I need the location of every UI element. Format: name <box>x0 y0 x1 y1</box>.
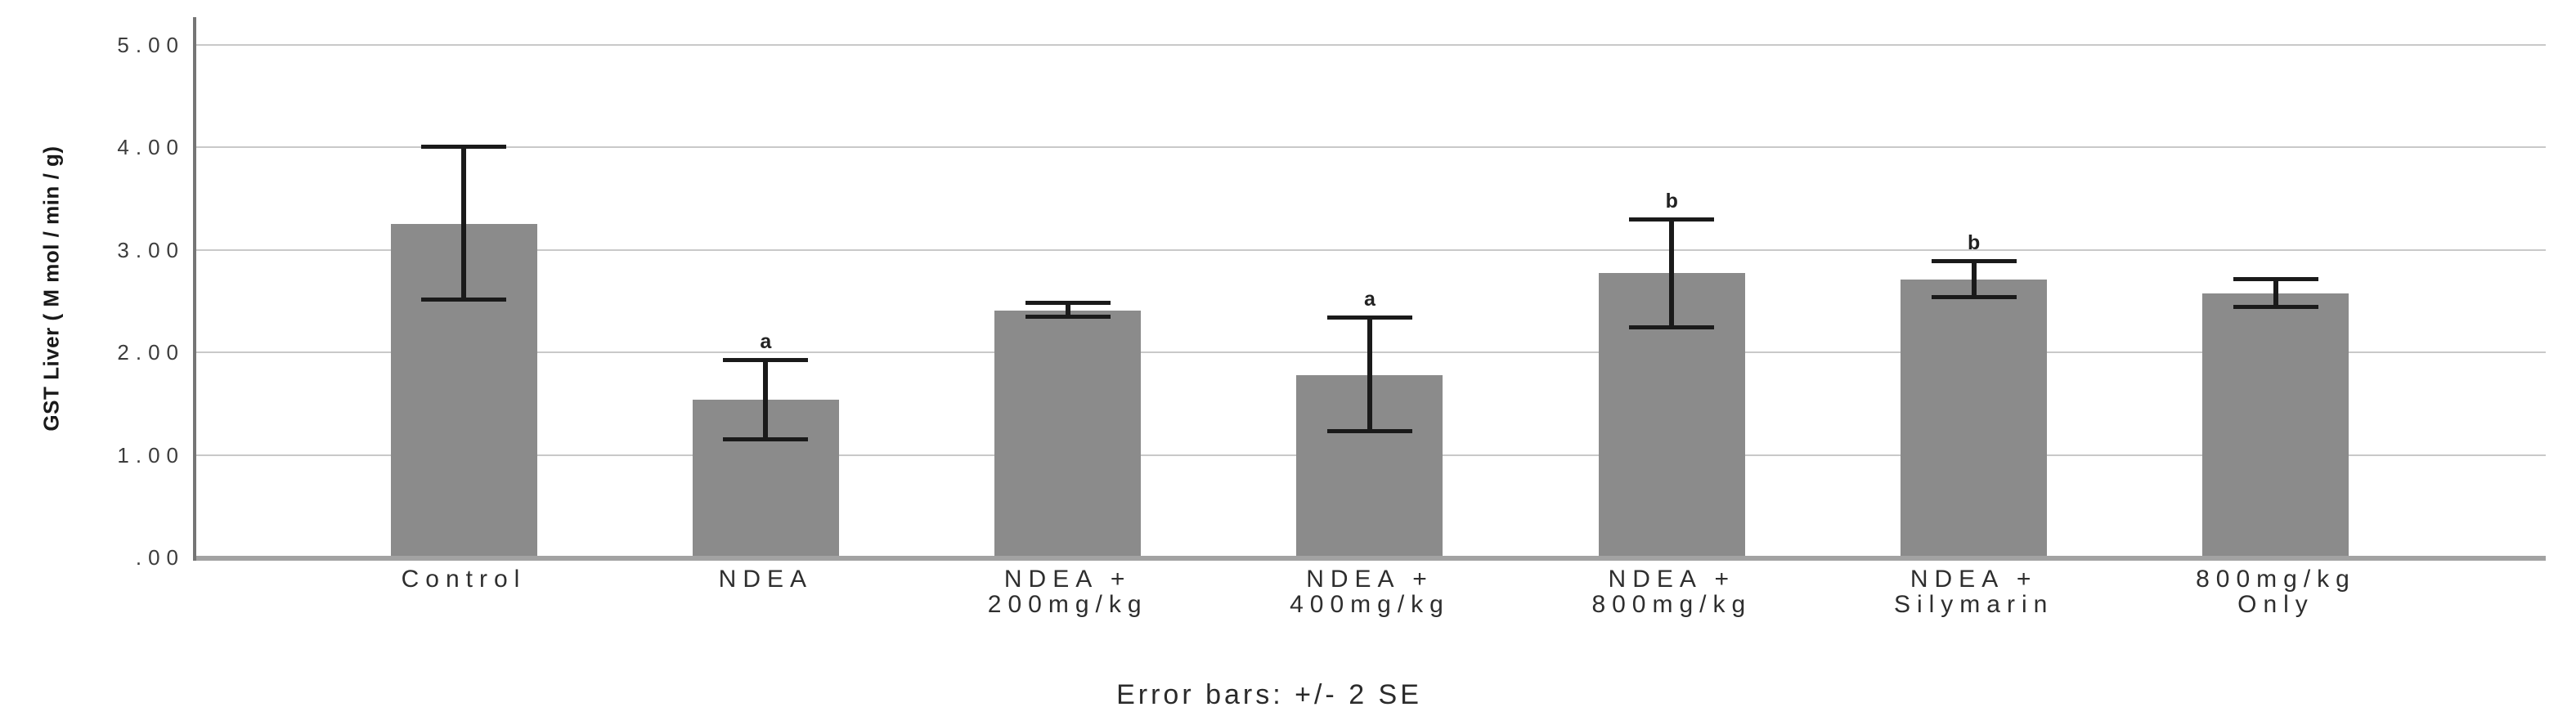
error-bar-cap-bottom <box>1931 295 2017 300</box>
gridline <box>195 43 2546 46</box>
error-bar-cap-top <box>1629 217 1715 222</box>
error-bar-line <box>1669 218 1675 328</box>
y-axis-line <box>193 17 196 561</box>
error-bar-cap-top <box>1025 300 1111 305</box>
x-category-label: Control <box>401 566 527 593</box>
significance-letter: b <box>1665 189 1678 213</box>
x-axis-line <box>195 556 2546 561</box>
y-tick-label: 5.00 <box>117 32 185 57</box>
error-bar-cap-bottom <box>723 436 809 441</box>
significance-letter: b <box>1968 231 1981 255</box>
x-category-label: NDEA + 400mg/kg <box>1290 566 1450 618</box>
error-bar-line <box>1971 261 1977 298</box>
error-bar-cap-top <box>1931 259 2017 264</box>
x-category-label: NDEA <box>718 566 814 593</box>
y-tick-label: 2.00 <box>117 340 185 365</box>
error-bar-cap-top <box>2233 276 2318 281</box>
y-axis-title: GST Liver ( M mol / min / g) <box>38 145 64 432</box>
significance-letter: a <box>760 329 772 353</box>
x-category-label: NDEA + Silymarin <box>1893 566 2054 618</box>
x-category-label: NDEA + 200mg/kg <box>987 566 1148 618</box>
error-bar-cap-bottom <box>1326 428 1412 433</box>
y-tick-label: .00 <box>135 545 185 570</box>
error-bar-line <box>2273 278 2278 307</box>
error-bar-cap-top <box>723 357 809 362</box>
error-bar-cap-bottom <box>1629 324 1715 329</box>
error-bars-caption: Error bars: +/- 2 SE <box>1116 679 1422 710</box>
bar <box>1901 279 2048 557</box>
error-bar-cap-bottom <box>1025 315 1111 320</box>
error-bar-cap-bottom <box>421 297 506 302</box>
error-bar-cap-top <box>421 144 506 149</box>
error-bar-cap-top <box>1326 316 1412 320</box>
gridline <box>195 248 2546 251</box>
x-category-label: 800mg/kg Only <box>2196 566 2356 618</box>
error-bar-line <box>461 145 466 300</box>
y-tick-label: 3.00 <box>117 237 185 262</box>
bar <box>2202 293 2349 557</box>
error-bar-cap-bottom <box>2233 304 2318 309</box>
bar <box>994 310 1142 557</box>
gridline <box>195 146 2546 148</box>
error-bar-line <box>1367 317 1372 432</box>
error-bar-line <box>1065 302 1070 318</box>
x-category-label: NDEA + 800mg/kg <box>1591 566 1752 618</box>
y-tick-label: 4.00 <box>117 135 185 159</box>
significance-letter: a <box>1364 288 1376 311</box>
error-bar-line <box>763 359 769 440</box>
y-tick-label: 1.00 <box>117 442 185 468</box>
